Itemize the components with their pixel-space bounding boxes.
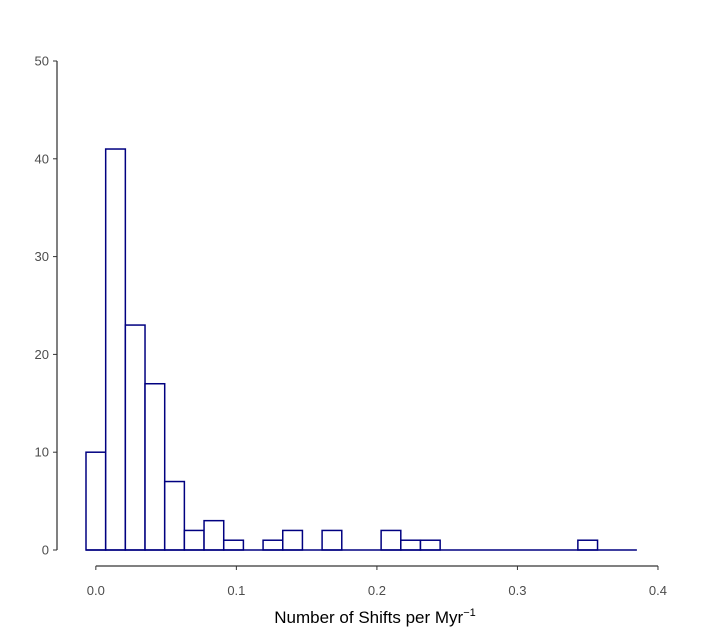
y-tick-label: 30 (35, 249, 49, 264)
y-tick-label: 20 (35, 347, 49, 362)
histogram-bar (163, 480, 186, 551)
histogram-bar (104, 148, 127, 551)
y-tick-label: 50 (35, 54, 49, 69)
y-tick-label: 40 (35, 151, 49, 166)
histogram-bar (380, 529, 402, 551)
histogram-bar (183, 529, 205, 551)
x-tick-label: 0.1 (227, 583, 245, 598)
x-tick-label: 0.3 (508, 583, 526, 598)
x-axis-title-superscript: −1 (463, 607, 476, 619)
x-tick-label: 0.2 (368, 583, 386, 598)
histogram-bar (124, 324, 146, 551)
histogram-bar (144, 382, 166, 551)
histogram-bars (85, 148, 599, 551)
histogram-bar (85, 451, 107, 551)
histogram-bar (281, 529, 304, 551)
y-axis-ticks: 0 10 20 30 40 50 (35, 54, 57, 558)
y-tick-label: 0 (42, 543, 49, 558)
x-axis-ticks: 0.0 0.1 0.2 0.3 0.4 (87, 566, 667, 598)
histogram-bar (400, 539, 422, 551)
histogram-bar (203, 519, 225, 551)
histogram-bar (577, 539, 599, 551)
x-axis-title: Number of Shifts per Myr−1 (274, 607, 476, 627)
histogram-bar (262, 539, 284, 551)
histogram-bar (222, 539, 245, 551)
y-tick-label: 10 (35, 445, 49, 460)
histogram-bar (321, 529, 343, 551)
x-axis-title-text: Number of Shifts per Myr (274, 608, 463, 627)
x-tick-label: 0.0 (87, 583, 105, 598)
histogram-bar (419, 539, 441, 551)
x-tick-label: 0.4 (649, 583, 667, 598)
